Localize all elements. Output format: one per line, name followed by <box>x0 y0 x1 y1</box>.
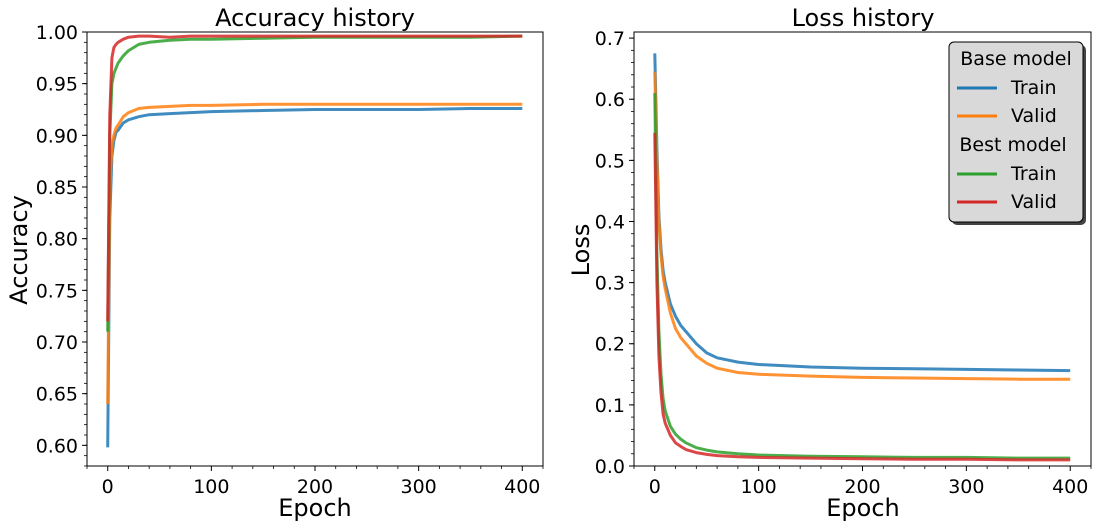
x-tick-label: 400 <box>504 476 540 498</box>
x-tick-label: 200 <box>844 476 880 498</box>
y-tick-label: 0.60 <box>36 435 78 457</box>
x-tick-label: 100 <box>193 476 229 498</box>
legend-group-title: Best model <box>959 134 1066 156</box>
legend-label: Train <box>1010 163 1057 185</box>
y-tick-label: 0.3 <box>595 273 625 295</box>
accuracy-chart-title: Accuracy history <box>215 4 415 32</box>
y-tick-label: 0.5 <box>595 150 625 172</box>
y-tick-label: 0.1 <box>595 395 625 417</box>
y-tick-label: 0.95 <box>36 74 78 96</box>
loss-chart: Loss history Epoch Loss 0 100 200 300 400 0.0… <box>567 4 1092 522</box>
accuracy-minor-ticks <box>84 31 544 469</box>
legend-label: Valid <box>1011 105 1057 127</box>
series-line-base-model-train <box>106 107 523 448</box>
legend-group-title: Base model <box>960 48 1071 70</box>
y-tick-label: 0.65 <box>36 384 78 406</box>
y-tick-label: 0.2 <box>595 334 625 356</box>
series-line-best-model-valid <box>653 132 1071 462</box>
x-tick-label: 300 <box>948 476 984 498</box>
y-tick-label: 0.90 <box>36 125 78 147</box>
x-tick-label: 0 <box>649 476 661 498</box>
x-tick-label: 300 <box>401 476 437 498</box>
y-tick-label: 0.75 <box>36 280 78 302</box>
accuracy-plot-lines <box>106 34 523 448</box>
loss-plot-lines <box>653 53 1071 462</box>
accuracy-chart: Accuracy history Epoch Accuracy 0 100 200 3… <box>5 4 544 522</box>
y-tick-label: 0.0 <box>595 456 625 478</box>
x-tick-label: 400 <box>1052 476 1088 498</box>
series-line-best-model-train <box>106 34 523 332</box>
loss-chart-title: Loss history <box>792 4 935 32</box>
loss-plot-area <box>633 31 1092 467</box>
legend-label: Valid <box>1011 191 1057 213</box>
accuracy-axis-ticks: 0 100 200 300 400 0.60 0.65 0.70 0.75 0.80 0.85 0.9… <box>36 22 541 498</box>
x-tick-label: 0 <box>102 476 114 498</box>
y-tick-label: 0.6 <box>595 89 625 111</box>
loss-y-axis-label: Loss <box>567 224 595 277</box>
y-tick-label: 0.7 <box>595 28 625 50</box>
legend: Base model Train Valid Best model Train … <box>948 41 1086 225</box>
series-line-best-model-valid <box>106 34 523 322</box>
legend-label: Train <box>1010 77 1057 99</box>
y-tick-label: 0.4 <box>595 211 625 233</box>
y-tick-label: 0.85 <box>36 177 78 199</box>
series-line-base-model-valid <box>106 102 523 405</box>
accuracy-y-axis-label: Accuracy <box>5 195 33 305</box>
y-tick-label: 0.80 <box>36 229 78 251</box>
x-tick-label: 200 <box>297 476 333 498</box>
loss-axis-ticks: 0 100 200 300 400 0.0 0.1 0.2 0.3 0.4 0.5 0.6 0.7 <box>595 28 1089 498</box>
y-tick-label: 1.00 <box>36 22 78 44</box>
x-tick-label: 100 <box>741 476 777 498</box>
y-tick-label: 0.70 <box>36 332 78 354</box>
accuracy-plot-area <box>86 31 544 467</box>
loss-x-axis-label: Epoch <box>826 494 900 522</box>
series-line-base-model-valid <box>653 71 1071 381</box>
accuracy-x-axis-label: Epoch <box>278 494 352 522</box>
